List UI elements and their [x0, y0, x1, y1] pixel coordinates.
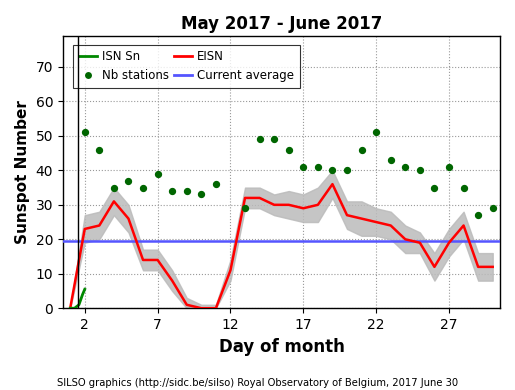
Point [124, 177, 132, 184]
Point [357, 147, 366, 153]
Point [314, 164, 322, 170]
Point [183, 188, 191, 194]
Point [431, 184, 439, 191]
Point [153, 171, 162, 177]
Point [110, 184, 118, 191]
Point [139, 184, 147, 191]
Point [372, 129, 380, 136]
Point [329, 167, 337, 174]
Point [95, 147, 104, 153]
Title: May 2017 - June 2017: May 2017 - June 2017 [181, 15, 382, 33]
Point [212, 181, 220, 187]
Point [255, 136, 264, 142]
Point [299, 164, 307, 170]
X-axis label: Day of month: Day of month [218, 337, 345, 356]
Point [241, 205, 249, 211]
Point [387, 157, 395, 163]
Point [401, 164, 409, 170]
Y-axis label: Sunspot Number: Sunspot Number [15, 100, 30, 244]
Point [81, 129, 89, 136]
Point [270, 136, 278, 142]
Point [285, 147, 293, 153]
Point [459, 184, 468, 191]
Point [343, 167, 351, 174]
Point [474, 212, 482, 218]
Point [489, 205, 497, 211]
Point [445, 164, 453, 170]
Text: SILSO graphics (http://sidc.be/silso) Royal Observatory of Belgium, 2017 June 30: SILSO graphics (http://sidc.be/silso) Ro… [57, 378, 458, 388]
Point [168, 188, 176, 194]
Legend: ISN Sn, Nb stations, EISN, Current average: ISN Sn, Nb stations, EISN, Current avera… [73, 44, 300, 88]
Point [197, 191, 205, 198]
Point [416, 167, 424, 174]
